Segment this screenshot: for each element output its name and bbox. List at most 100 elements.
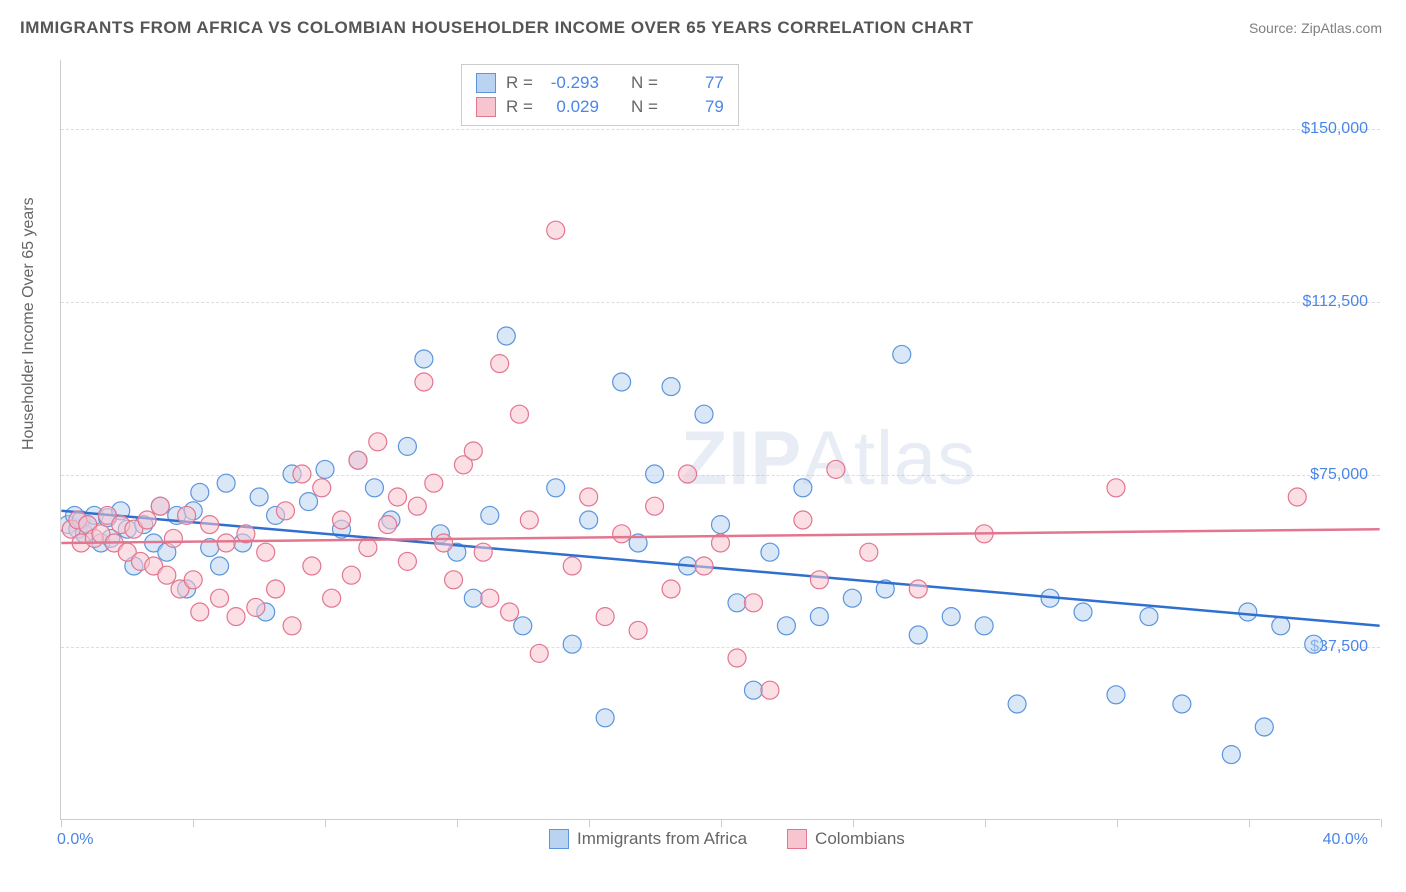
scatter-point-africa — [257, 603, 275, 621]
x-axis-max: 40.0% — [1323, 831, 1368, 849]
scatter-point-colombians — [975, 525, 993, 543]
scatter-point-africa — [975, 617, 993, 635]
scatter-point-africa — [75, 525, 93, 543]
y-tick-label: $75,000 — [1310, 466, 1368, 484]
scatter-point-colombians — [1288, 488, 1306, 506]
scatter-point-africa — [563, 635, 581, 653]
scatter-point-africa — [1173, 695, 1191, 713]
scatter-point-colombians — [379, 516, 397, 534]
scatter-point-colombians — [369, 433, 387, 451]
scatter-point-colombians — [283, 617, 301, 635]
scatter-point-colombians — [145, 557, 163, 575]
regression-line-colombians — [61, 529, 1379, 543]
legend-swatch-africa — [549, 829, 569, 849]
stat-r-africa: -0.293 — [543, 73, 599, 93]
scatter-point-colombians — [138, 511, 156, 529]
scatter-point-colombians — [118, 543, 136, 561]
scatter-point-colombians — [761, 681, 779, 699]
scatter-point-colombians — [349, 451, 367, 469]
scatter-point-africa — [398, 437, 416, 455]
scatter-point-colombians — [860, 543, 878, 561]
scatter-point-africa — [613, 373, 631, 391]
stat-r-colombians: 0.029 — [543, 97, 599, 117]
scatter-point-colombians — [909, 580, 927, 598]
scatter-point-colombians — [257, 543, 275, 561]
scatter-point-africa — [300, 493, 318, 511]
scatter-point-africa — [201, 539, 219, 557]
scatter-point-africa — [267, 506, 285, 524]
scatter-point-africa — [92, 534, 110, 552]
scatter-point-africa — [211, 557, 229, 575]
scatter-point-africa — [66, 506, 84, 524]
scatter-point-colombians — [662, 580, 680, 598]
scatter-point-africa — [102, 529, 120, 547]
scatter-point-colombians — [563, 557, 581, 575]
scatter-point-colombians — [313, 479, 331, 497]
scatter-point-colombians — [520, 511, 538, 529]
scatter-point-colombians — [85, 529, 103, 547]
scatter-point-africa — [1140, 608, 1158, 626]
scatter-point-africa — [178, 580, 196, 598]
scatter-point-colombians — [501, 603, 519, 621]
scatter-point-africa — [191, 483, 209, 501]
scatter-point-colombians — [323, 589, 341, 607]
scatter-point-colombians — [171, 580, 189, 598]
scatter-point-colombians — [62, 520, 80, 538]
regression-line-africa — [61, 511, 1379, 626]
x-tick-mark — [985, 819, 986, 827]
scatter-point-africa — [1239, 603, 1257, 621]
swatch-colombians — [476, 97, 496, 117]
scatter-point-colombians — [131, 552, 149, 570]
scatter-point-colombians — [613, 525, 631, 543]
scatter-point-africa — [810, 608, 828, 626]
scatter-point-colombians — [227, 608, 245, 626]
scatter-point-africa — [365, 479, 383, 497]
stat-r-label: R = — [506, 97, 533, 117]
scatter-point-colombians — [69, 511, 87, 529]
scatter-point-africa — [135, 516, 153, 534]
source-attribution: Source: ZipAtlas.com — [1249, 20, 1382, 36]
scatter-point-colombians — [178, 506, 196, 524]
legend-swatch-colombians — [787, 829, 807, 849]
scatter-point-africa — [893, 345, 911, 363]
watermark: ZIPAtlas — [681, 415, 976, 502]
scatter-point-africa — [151, 497, 169, 515]
scatter-point-africa — [316, 460, 334, 478]
scatter-point-africa — [843, 589, 861, 607]
chart-title: IMMIGRANTS FROM AFRICA VS COLOMBIAN HOUS… — [20, 18, 973, 38]
scatter-point-colombians — [105, 534, 123, 552]
x-axis-min: 0.0% — [57, 831, 93, 849]
scatter-point-africa — [72, 511, 90, 529]
plot-area: $37,500$75,000$112,500$150,000 ZIPAtlas … — [60, 60, 1380, 820]
legend-label-africa: Immigrants from Africa — [577, 829, 747, 849]
scatter-point-colombians — [794, 511, 812, 529]
scatter-point-colombians — [744, 594, 762, 612]
legend-item-africa: Immigrants from Africa — [549, 829, 747, 849]
x-tick-mark — [61, 819, 62, 827]
scatter-point-africa — [234, 534, 252, 552]
scatter-point-africa — [744, 681, 762, 699]
scatter-point-africa — [1272, 617, 1290, 635]
scatter-point-colombians — [425, 474, 443, 492]
swatch-africa — [476, 73, 496, 93]
scatter-point-colombians — [191, 603, 209, 621]
scatter-point-africa — [69, 520, 87, 538]
scatter-point-colombians — [164, 529, 182, 547]
scatter-point-africa — [349, 451, 367, 469]
y-tick-label: $150,000 — [1301, 120, 1368, 138]
scatter-point-colombians — [92, 525, 110, 543]
scatter-point-colombians — [125, 520, 143, 538]
scatter-point-colombians — [454, 456, 472, 474]
scatter-point-africa — [1074, 603, 1092, 621]
scatter-point-colombians — [158, 566, 176, 584]
x-tick-mark — [457, 819, 458, 827]
scatter-point-colombians — [247, 598, 265, 616]
gridline-h — [61, 302, 1380, 303]
scatter-point-colombians — [359, 539, 377, 557]
x-tick-mark — [1117, 819, 1118, 827]
scatter-point-colombians — [303, 557, 321, 575]
x-tick-mark — [589, 819, 590, 827]
scatter-point-africa — [415, 350, 433, 368]
x-tick-mark — [721, 819, 722, 827]
scatter-point-colombians — [464, 442, 482, 460]
